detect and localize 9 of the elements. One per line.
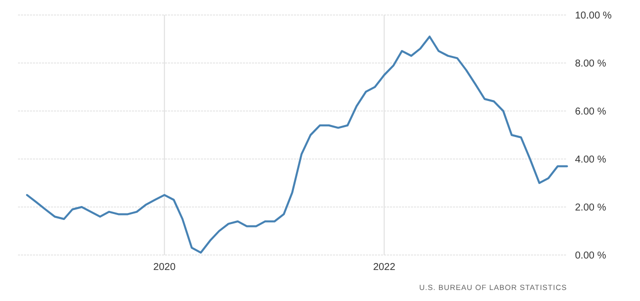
x-tick-label: 2022 [373,262,396,273]
line-series [26,36,568,254]
y-tick-label: 8.00 % [575,58,606,70]
y-tick-label: 0.00 % [575,250,606,262]
y-tick-label: 4.00 % [575,154,606,166]
y-tick-label: 2.00 % [575,202,606,214]
y-tick-label: 10.00 % [575,10,612,22]
y-tick-label: 6.00 % [575,106,606,118]
x-tick-label: 2020 [153,262,176,273]
